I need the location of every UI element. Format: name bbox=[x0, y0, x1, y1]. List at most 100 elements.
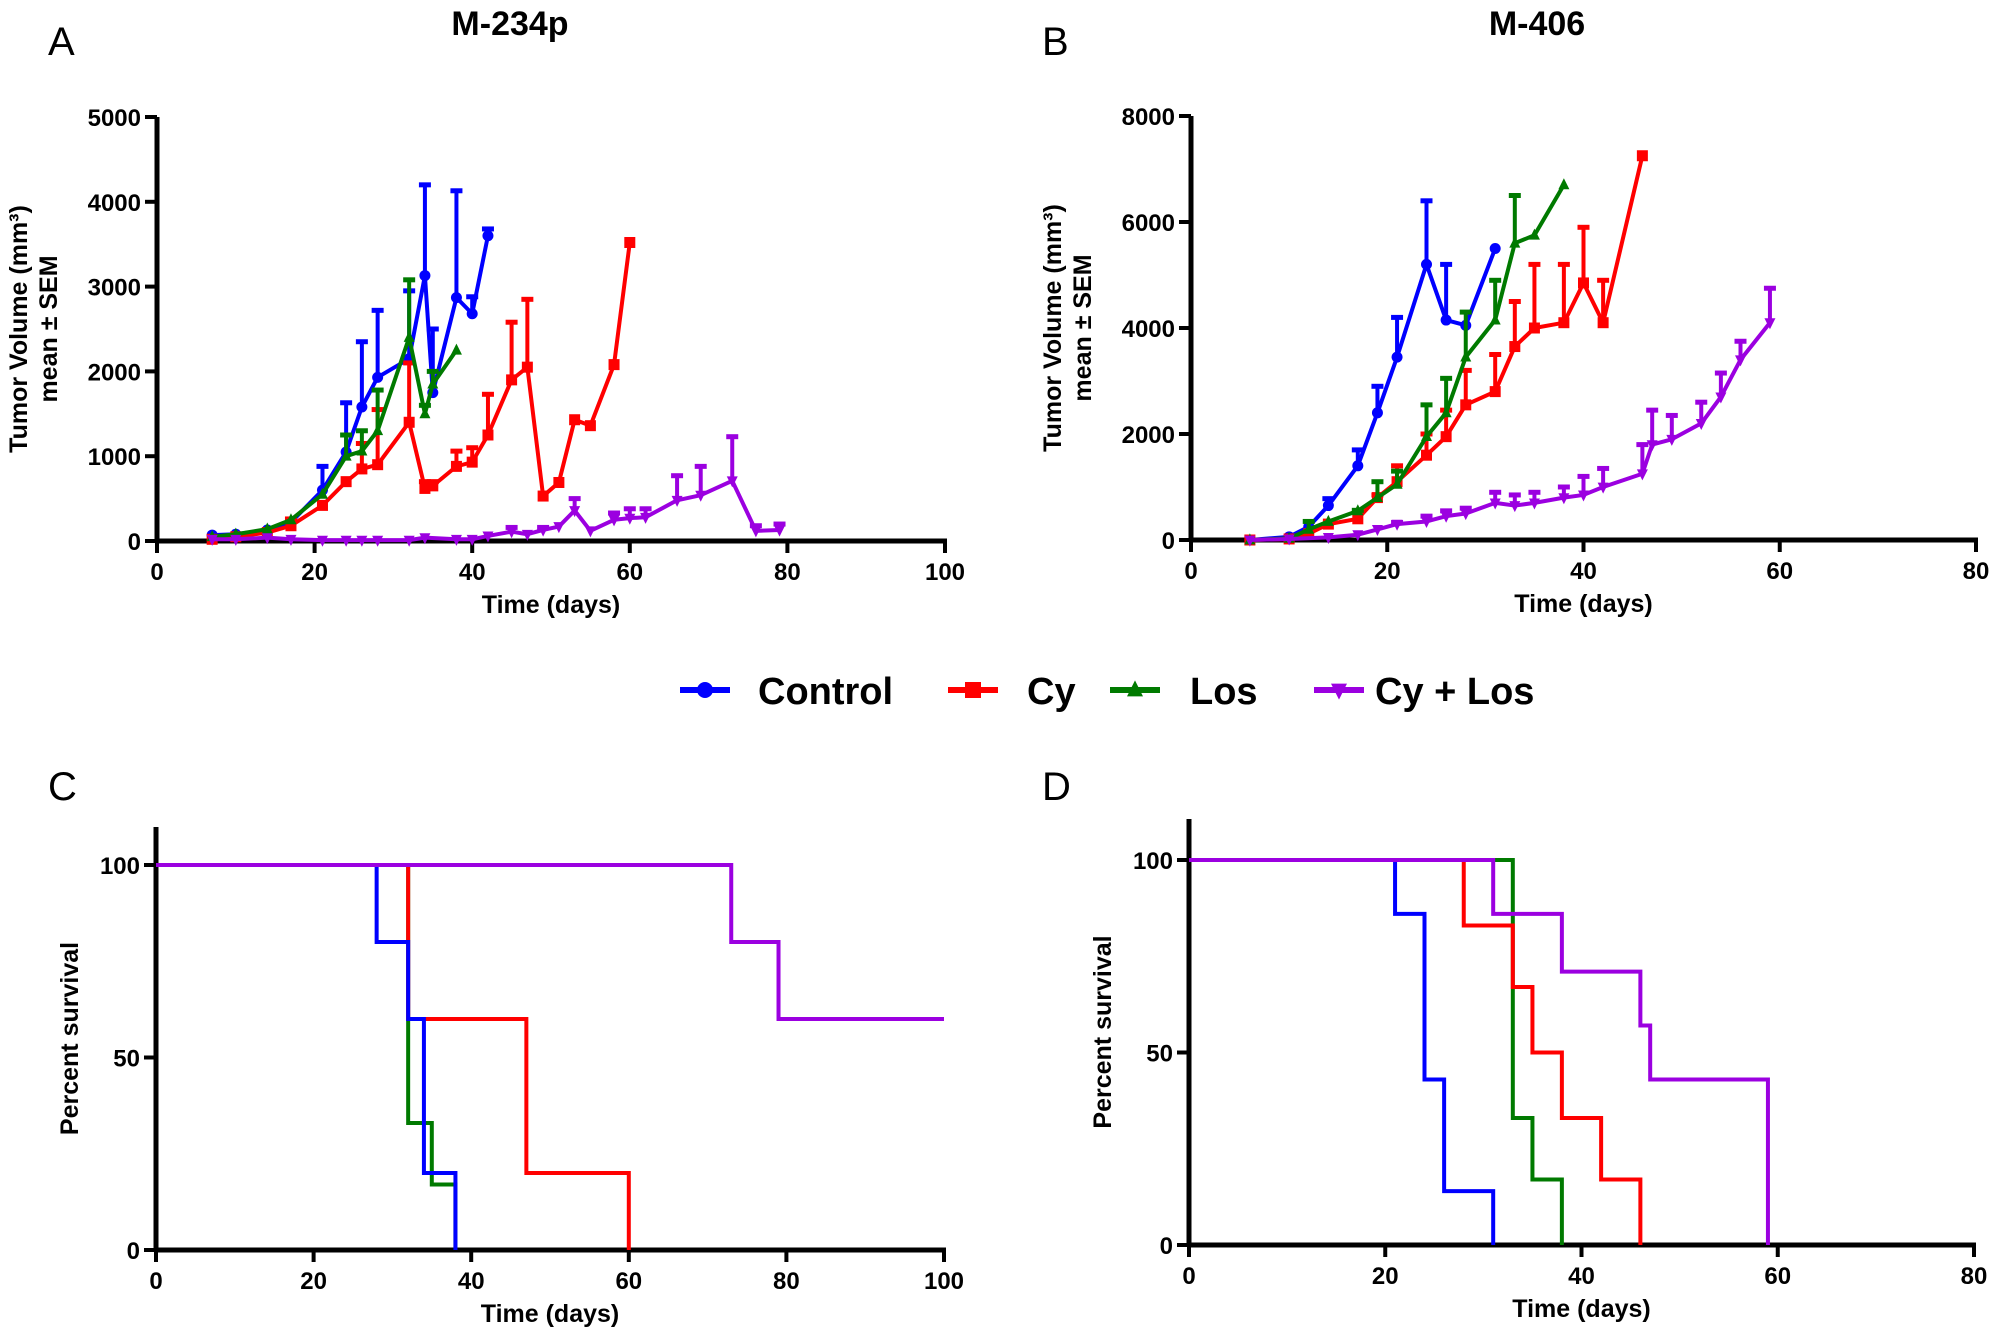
data-point bbox=[569, 414, 581, 426]
data-point bbox=[1764, 318, 1776, 330]
x-tick-label: 20 bbox=[300, 1268, 327, 1295]
data-point bbox=[356, 444, 368, 456]
data-point bbox=[1666, 434, 1678, 446]
legend-item: Los bbox=[1110, 671, 1258, 713]
data-point bbox=[466, 308, 478, 320]
data-point bbox=[1460, 399, 1472, 411]
x-tick-label: 60 bbox=[616, 559, 643, 586]
data-point bbox=[450, 343, 462, 355]
panel-letter: A bbox=[48, 20, 75, 64]
data-point bbox=[450, 292, 462, 304]
survival-step-line bbox=[1189, 858, 1770, 1245]
data-point bbox=[1421, 258, 1432, 270]
data-point bbox=[1283, 534, 1295, 546]
data-point bbox=[695, 490, 707, 502]
x-tick-label: 100 bbox=[924, 1268, 964, 1295]
data-point bbox=[1440, 511, 1452, 523]
series-cy-los bbox=[206, 434, 786, 547]
x-tick-label: 40 bbox=[1570, 558, 1597, 585]
series-line bbox=[212, 478, 780, 543]
data-point bbox=[1460, 509, 1472, 521]
data-point bbox=[1391, 351, 1403, 363]
data-point bbox=[506, 527, 518, 539]
y-tick-label: 0 bbox=[1162, 528, 1175, 555]
panel-d-survival-m406: D 0 20 40 60 80 0 50 100 Time (days) Percent surv… bbox=[1042, 765, 1987, 1323]
data-point bbox=[1528, 322, 1540, 334]
data-point bbox=[1352, 513, 1364, 525]
data-point bbox=[1636, 469, 1648, 481]
data-point bbox=[1715, 392, 1727, 404]
y-tick-label: 5000 bbox=[88, 105, 141, 132]
x-tick-label: 80 bbox=[1963, 558, 1990, 585]
series-cy-los bbox=[1244, 285, 1776, 547]
panel-letter: D bbox=[1042, 765, 1071, 809]
data-point bbox=[450, 460, 462, 472]
legend-label: Los bbox=[1190, 671, 1258, 713]
data-point bbox=[316, 487, 328, 499]
x-tick-label: 60 bbox=[1764, 1263, 1791, 1290]
series-los bbox=[156, 863, 458, 1250]
x-tick-label: 0 bbox=[1182, 1263, 1195, 1290]
data-point bbox=[1352, 460, 1364, 472]
panel-c-survival-m234p: C 0 20 40 60 80 100 0 50 100 Time (days) Percent s… bbox=[48, 765, 964, 1328]
data-point bbox=[1391, 519, 1403, 531]
panel-letter: B bbox=[1042, 20, 1069, 64]
data-point bbox=[553, 476, 565, 488]
data-point bbox=[1558, 178, 1570, 190]
data-point bbox=[316, 535, 328, 547]
legend-label: Control bbox=[758, 671, 893, 713]
data-point bbox=[1735, 355, 1746, 367]
data-point bbox=[1578, 277, 1589, 289]
data-point bbox=[726, 476, 738, 488]
data-point bbox=[1597, 482, 1609, 494]
data-point bbox=[521, 361, 533, 373]
data-point bbox=[774, 525, 786, 537]
data-point bbox=[1371, 491, 1383, 502]
data-point bbox=[340, 535, 352, 547]
y-tick-label: 2000 bbox=[1122, 422, 1175, 449]
legend: Control Cy Los Cy + Los bbox=[680, 671, 1534, 713]
y-tick-label: 6000 bbox=[1122, 210, 1175, 237]
data-point bbox=[1558, 493, 1570, 505]
data-point bbox=[965, 682, 981, 698]
x-axis-title: Time (days) bbox=[481, 1300, 619, 1328]
y-tick-label: 0 bbox=[128, 529, 141, 556]
data-point bbox=[1440, 431, 1452, 443]
data-point bbox=[584, 420, 596, 432]
data-point bbox=[419, 270, 431, 282]
data-point bbox=[1352, 504, 1364, 516]
data-point bbox=[1558, 317, 1570, 329]
data-point bbox=[1421, 430, 1432, 442]
data-point bbox=[261, 533, 273, 545]
y-axis-title: Tumor Volume (mm³) bbox=[5, 205, 33, 453]
data-point bbox=[750, 526, 762, 538]
data-point bbox=[356, 401, 368, 413]
chart-title: M-406 bbox=[1489, 5, 1585, 43]
data-point bbox=[1597, 317, 1609, 329]
data-point bbox=[1421, 517, 1432, 529]
series-line bbox=[212, 235, 490, 538]
x-tick-label: 0 bbox=[150, 559, 163, 586]
data-point bbox=[466, 456, 478, 468]
y-tick-label: 100 bbox=[1133, 848, 1173, 875]
data-point bbox=[697, 682, 713, 698]
series-control bbox=[156, 863, 458, 1250]
data-point bbox=[403, 330, 415, 342]
data-point bbox=[1509, 236, 1521, 248]
data-point bbox=[671, 495, 683, 507]
data-point bbox=[1578, 490, 1589, 502]
y-axis-title: Percent survival bbox=[1089, 935, 1117, 1128]
data-point bbox=[1322, 532, 1334, 544]
data-point bbox=[356, 463, 368, 475]
y-tick-label: 3000 bbox=[88, 275, 141, 302]
x-tick-label: 40 bbox=[459, 559, 486, 586]
y-tick-label: 4000 bbox=[88, 190, 141, 217]
data-point bbox=[1489, 386, 1501, 398]
y-axis-title: Percent survival bbox=[56, 942, 84, 1135]
panel-letter: C bbox=[48, 765, 77, 809]
y-tick-label: 0 bbox=[127, 1238, 140, 1265]
data-point bbox=[1646, 440, 1658, 452]
data-point bbox=[1322, 514, 1334, 526]
data-point bbox=[427, 377, 439, 389]
legend-label: Cy bbox=[1027, 671, 1076, 713]
